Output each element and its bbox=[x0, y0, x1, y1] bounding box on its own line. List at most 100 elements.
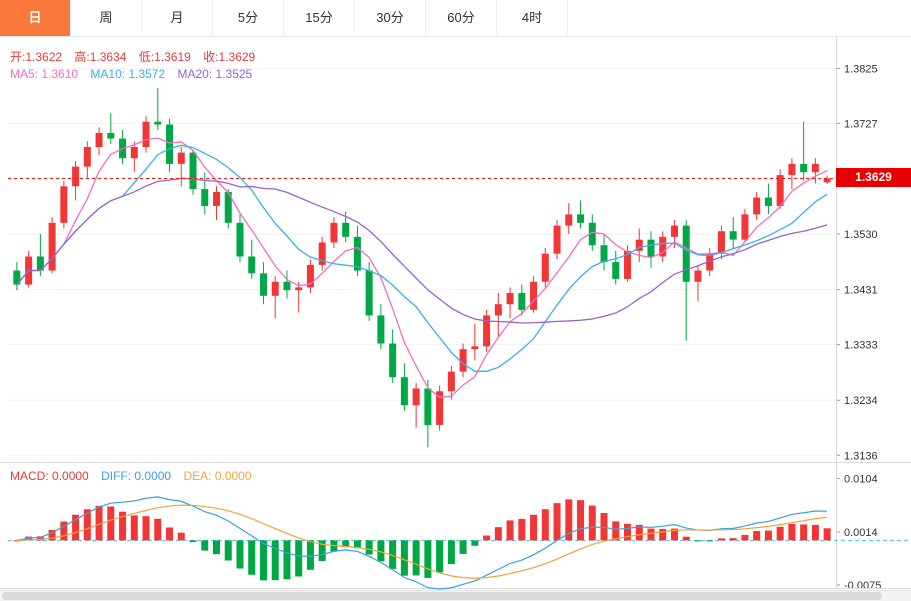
candle-body bbox=[518, 292, 526, 310]
macd-histogram-bar bbox=[635, 524, 643, 541]
open-label: 开: bbox=[10, 50, 26, 64]
macd-histogram-bar bbox=[553, 503, 561, 541]
low-value: 1.3619 bbox=[154, 50, 191, 64]
chart-scrollbar-track[interactable] bbox=[0, 590, 911, 601]
macd-histogram-bar bbox=[565, 499, 573, 541]
dea-label: DEA: bbox=[183, 469, 212, 483]
candle-body bbox=[36, 256, 44, 271]
low-label: 低: bbox=[138, 50, 155, 64]
candle-body bbox=[365, 270, 373, 316]
candle-body bbox=[553, 225, 561, 254]
macd-histogram-bar bbox=[600, 513, 608, 541]
macd-value: 0.0000 bbox=[52, 469, 89, 483]
candle-body bbox=[436, 391, 444, 425]
candle-body bbox=[800, 163, 808, 173]
candle-body bbox=[95, 132, 103, 147]
macd-histogram-bar bbox=[154, 518, 162, 541]
candle-body bbox=[330, 222, 338, 243]
macd-histogram-bar bbox=[612, 521, 620, 541]
ma20-readout: MA20: 1.3525 bbox=[177, 67, 252, 81]
macd-histogram-bar bbox=[436, 540, 444, 573]
candle-body bbox=[694, 270, 702, 282]
chart-scrollbar-thumb[interactable] bbox=[2, 592, 882, 600]
macd-histogram-bar bbox=[130, 515, 138, 541]
candle-body bbox=[377, 315, 385, 344]
macd-histogram-bar bbox=[201, 540, 209, 551]
candle-body bbox=[259, 273, 267, 296]
candle-body bbox=[741, 214, 749, 240]
ohlc-readout: 开:1.3622 高:1.3634 低:1.3619 收:1.3629 bbox=[10, 48, 264, 65]
macd-histogram-bar bbox=[119, 511, 127, 541]
tab-4时[interactable]: 4时 bbox=[497, 0, 568, 36]
candle-body bbox=[459, 349, 467, 372]
macd-histogram-bar bbox=[60, 521, 68, 541]
candle-body bbox=[788, 163, 796, 176]
low-readout: 低:1.3619 bbox=[139, 50, 191, 64]
price-tick-label: 1.3234 bbox=[844, 395, 878, 407]
candle-body bbox=[447, 371, 455, 392]
high-readout: 高:1.3634 bbox=[74, 50, 126, 64]
candle-body bbox=[424, 388, 432, 425]
macd-histogram-bar bbox=[776, 526, 784, 541]
candle-body bbox=[506, 292, 514, 305]
macd-tick-label: -0.0075 bbox=[844, 580, 881, 592]
diff-label: DIFF: bbox=[101, 469, 132, 483]
macd-histogram-bar bbox=[741, 534, 749, 541]
macd-histogram-bar bbox=[729, 538, 737, 541]
tab-15分[interactable]: 15分 bbox=[284, 0, 355, 36]
macd-histogram-bar bbox=[83, 509, 91, 541]
close-readout: 收:1.3629 bbox=[203, 50, 255, 64]
macd-histogram-bar bbox=[624, 523, 631, 541]
candle-body bbox=[201, 189, 209, 206]
macd-histogram-bar bbox=[224, 540, 232, 561]
tab-60分[interactable]: 60分 bbox=[426, 0, 497, 36]
macd-histogram-bar bbox=[530, 514, 538, 541]
candle-body bbox=[13, 270, 21, 285]
macd-histogram-bar bbox=[682, 536, 690, 541]
candle-body bbox=[682, 225, 690, 282]
macd-histogram-bar bbox=[412, 540, 420, 576]
tab-5分[interactable]: 5分 bbox=[213, 0, 284, 36]
macd-histogram-bar bbox=[823, 528, 831, 541]
tab-日[interactable]: 日 bbox=[0, 0, 71, 36]
tab-周[interactable]: 周 bbox=[71, 0, 142, 36]
open-value: 1.3622 bbox=[25, 50, 63, 64]
tab-月[interactable]: 月 bbox=[142, 0, 213, 36]
candle-body bbox=[306, 264, 314, 288]
candle-body bbox=[213, 191, 220, 206]
candle-body bbox=[600, 245, 608, 263]
price-tick-label: 1.3727 bbox=[844, 118, 878, 130]
macd-histogram-bar bbox=[541, 509, 549, 541]
candle-body bbox=[729, 231, 737, 240]
candle-body bbox=[154, 121, 162, 125]
macd-histogram-bar bbox=[577, 500, 585, 541]
candle-body bbox=[565, 214, 573, 226]
macd-histogram-bar bbox=[459, 540, 467, 554]
macd-tick-label: 0.0104 bbox=[844, 473, 878, 485]
candle-body bbox=[177, 152, 185, 164]
macd-histogram-bar bbox=[142, 516, 150, 541]
timeframe-tabbar: 日周月 5分 15分 30分 60分 4时 bbox=[0, 0, 911, 37]
candle-body bbox=[541, 253, 549, 282]
candle-body bbox=[717, 231, 725, 254]
macd-histogram-bar bbox=[788, 523, 796, 541]
candle-body bbox=[389, 343, 397, 378]
candle-body bbox=[577, 214, 585, 223]
macd-histogram-bar bbox=[717, 538, 725, 541]
candle-body bbox=[166, 124, 174, 164]
close-value: 1.3629 bbox=[218, 50, 256, 64]
tab-30分[interactable]: 30分 bbox=[355, 0, 426, 36]
candle-body bbox=[588, 222, 596, 246]
macd-histogram-bar bbox=[483, 535, 491, 541]
macd-histogram-bar bbox=[177, 532, 185, 541]
macd-value-readout: MACD: 0.0000 bbox=[10, 469, 89, 483]
macd-label: MACD: bbox=[10, 469, 49, 483]
candle-body bbox=[353, 236, 361, 271]
macd-histogram-bar bbox=[36, 536, 44, 541]
ma20-line bbox=[16, 177, 828, 324]
candle-body bbox=[107, 132, 115, 139]
candle-body bbox=[189, 152, 197, 190]
candle-body bbox=[342, 222, 350, 237]
ma10-label: MA10: bbox=[90, 67, 126, 81]
